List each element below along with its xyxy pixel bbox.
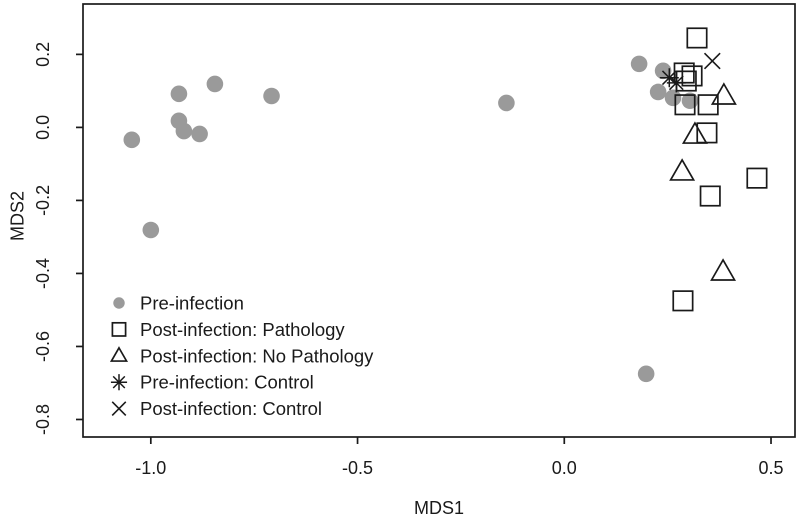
- data-point-filled-circle: [142, 221, 160, 239]
- legend-marker-filled-circle-icon: [113, 297, 125, 309]
- data-point-open-square: [746, 167, 768, 189]
- y-tick-label: -0.8: [33, 404, 53, 435]
- y-tick-label: 0.2: [33, 42, 53, 67]
- data-point-x-cross: [703, 52, 721, 70]
- legend-marker-open-triangle-icon: [109, 346, 129, 362]
- legend-label: Post-infection: Pathology: [140, 319, 345, 340]
- legend-label: Pre-infection: [140, 293, 244, 314]
- data-point-filled-circle: [649, 83, 667, 101]
- data-point-filled-circle: [263, 87, 280, 105]
- legend-marker-asterisk-icon: [112, 375, 126, 389]
- plot-border: [82, 3, 796, 438]
- legend-label: Post-infection: No Pathology: [140, 345, 374, 366]
- x-axis-title: MDS1: [413, 498, 464, 518]
- data-point-asterisk: [668, 75, 684, 91]
- data-point-filled-circle: [637, 365, 655, 383]
- data-point-open-square: [686, 27, 708, 49]
- legend-marker-x-cross-icon: [111, 401, 127, 416]
- y-tick-label: -0.2: [33, 185, 53, 216]
- data-point-open-triangle: [710, 258, 737, 281]
- y-tick-label: -0.6: [33, 331, 53, 362]
- data-point-open-square: [699, 185, 721, 207]
- data-point-asterisk: [661, 70, 677, 86]
- data-point-filled-circle: [206, 75, 224, 93]
- data-point-filled-circle: [498, 94, 515, 112]
- y-axis-title: MDS2: [7, 190, 28, 242]
- y-tick-label: 0.0: [33, 115, 53, 140]
- x-tick-label: 0.5: [759, 458, 784, 478]
- legend-marker-open-square-icon: [111, 321, 127, 337]
- data-point-filled-circle: [175, 122, 193, 140]
- data-point-open-square: [672, 290, 694, 312]
- data-point-filled-circle: [630, 55, 648, 73]
- x-tick-label: -0.5: [342, 458, 373, 478]
- x-tick-label: -1.0: [135, 458, 166, 478]
- data-point-filled-circle: [170, 85, 188, 103]
- data-point-filled-circle: [191, 125, 208, 143]
- data-point-open-square: [674, 94, 696, 116]
- x-tick-label: 0.0: [552, 458, 577, 478]
- legend-label: Post-infection: Control: [140, 398, 322, 419]
- data-point-filled-circle: [123, 131, 141, 149]
- y-tick-label: -0.4: [33, 258, 53, 289]
- legend-label: Pre-infection: Control: [140, 372, 314, 393]
- data-point-open-triangle: [710, 82, 737, 105]
- data-point-filled-circle: [664, 89, 682, 107]
- data-point-open-triangle: [669, 158, 696, 181]
- data-point-open-triangle: [681, 121, 708, 144]
